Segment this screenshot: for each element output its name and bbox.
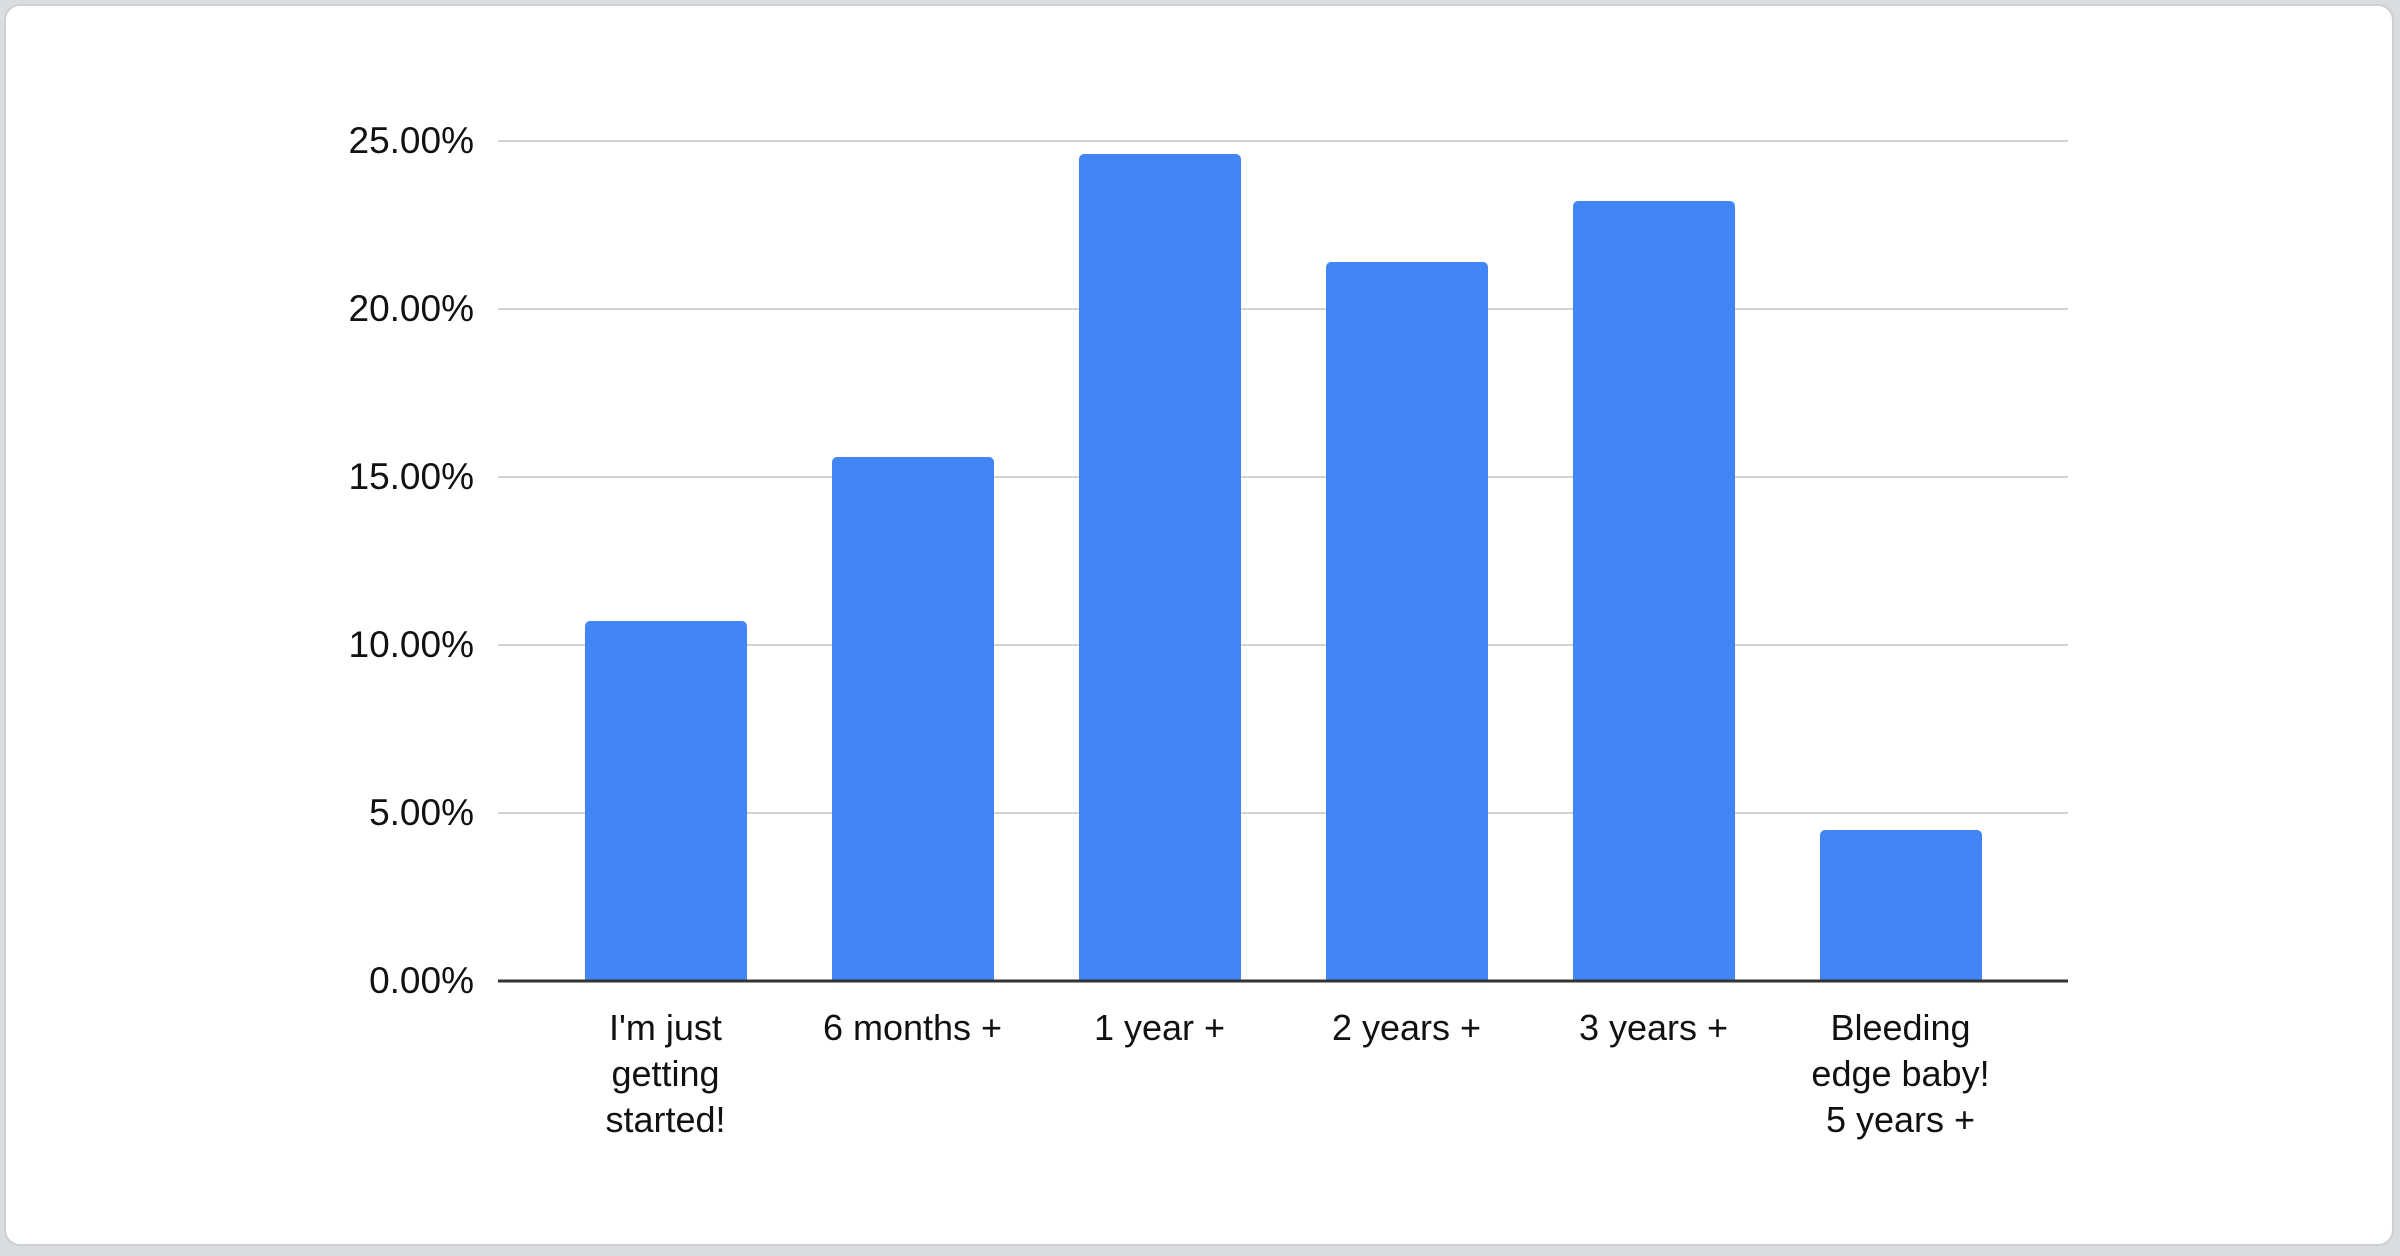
x-axis-category-label: 6 months + (822, 1007, 1003, 1048)
y-axis-tick-label: 25.00% (348, 120, 475, 161)
bar-column (542, 141, 789, 981)
chart-bar-5[interactable] (1819, 829, 1982, 981)
y-axis-tick-label: 0.00% (369, 960, 474, 1001)
chart-bar-2[interactable] (1078, 154, 1241, 981)
chart-bar-1[interactable] (831, 456, 994, 981)
bar-column (1036, 141, 1283, 981)
chart-bar-0[interactable] (584, 621, 747, 981)
x-axis-line (498, 979, 2068, 983)
x-axis-category-label: 1 year + (1093, 1007, 1226, 1048)
gridline (498, 308, 2068, 310)
y-axis-tick-label: 20.00% (348, 288, 475, 329)
x-axis-category-label: 3 years + (1578, 1007, 1729, 1048)
bar-column (1777, 141, 2024, 981)
gridline (498, 140, 2068, 142)
plot-area: 0.00% 5.00% 10.00% 15.00% 20.00% 25.00% (349, 120, 2068, 1001)
gridline (498, 812, 2068, 814)
y-axis-tick-label: 5.00% (369, 792, 474, 833)
chart-bar-3[interactable] (1325, 261, 1488, 981)
bar-column (789, 141, 1036, 981)
chart-bar-4[interactable] (1572, 201, 1735, 981)
gridline (498, 644, 2068, 646)
x-axis-labels: I'm just getting started! 6 months + 1 yea… (542, 1005, 2024, 1143)
y-axis-tick-label: 10.00% (348, 624, 475, 665)
bars-row (542, 141, 2024, 981)
chart-card: 0.00% 5.00% 10.00% 15.00% 20.00% 25.00% I'm j… (4, 4, 2394, 1246)
x-axis-category-label: 2 years + (1331, 1007, 1482, 1048)
gridline (498, 476, 2068, 478)
y-axis-tick-label: 15.00% (348, 456, 475, 497)
bar-column (1283, 141, 1530, 981)
bar-column (1530, 141, 1777, 981)
x-axis-category-label: Bleeding edge baby! 5 years + (1811, 1007, 1990, 1140)
x-axis-category-label: I'm just getting started! (605, 1007, 726, 1140)
